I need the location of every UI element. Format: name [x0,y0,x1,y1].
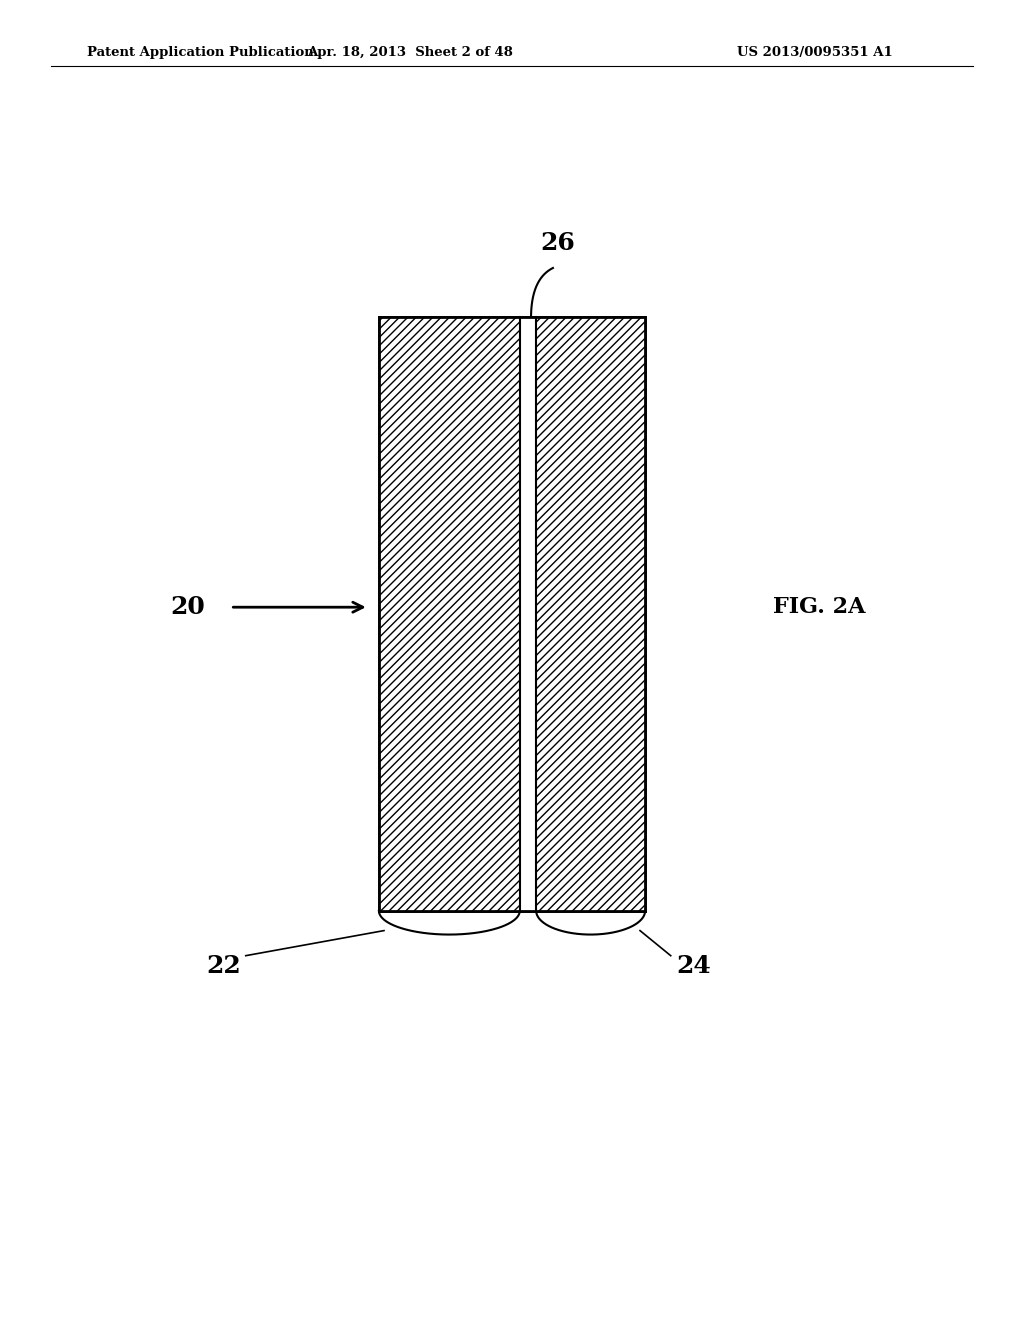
Text: 26: 26 [541,231,575,255]
Bar [379,317,520,911]
Bar [379,317,645,911]
Text: FIG. 2A: FIG. 2A [773,597,865,618]
Text: US 2013/0095351 A1: US 2013/0095351 A1 [737,46,893,59]
Text: 20: 20 [170,595,205,619]
Text: 22: 22 [206,954,241,978]
Text: Patent Application Publication: Patent Application Publication [87,46,313,59]
Bar [379,317,645,911]
Text: Apr. 18, 2013  Sheet 2 of 48: Apr. 18, 2013 Sheet 2 of 48 [306,46,513,59]
Bar [537,317,645,911]
Text: 24: 24 [676,954,711,978]
Bar [520,317,537,911]
